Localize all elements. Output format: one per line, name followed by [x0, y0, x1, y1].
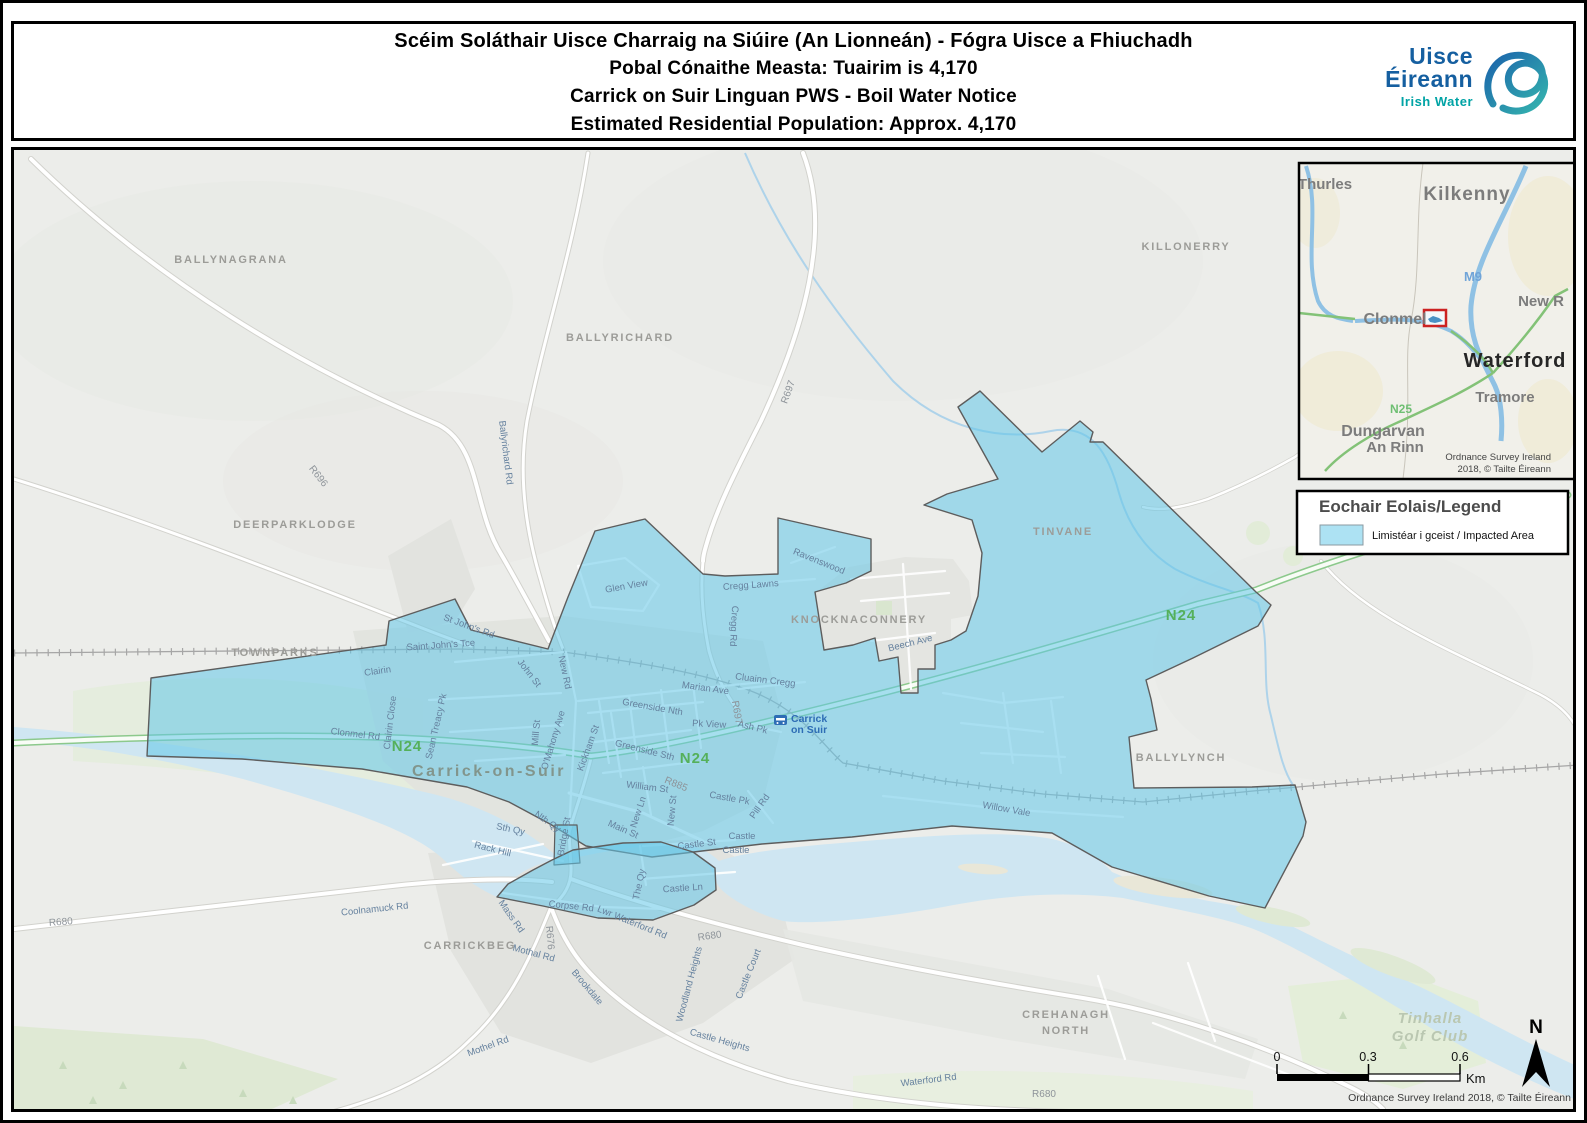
road-label-r680-mid: R680 — [697, 929, 723, 943]
beech-ave-estate — [815, 557, 973, 693]
irish-water-swirl-icon — [1484, 51, 1549, 115]
map-frame: BALLYNAGRANA BALLYRICHARD KILLONERRY DEE… — [11, 147, 1576, 1112]
north-arrow: N — [1522, 1017, 1550, 1087]
street-label-cregg-rd: Cregg Rd — [727, 606, 740, 647]
legend-box: Eochair Eolais/Legend Limistéar i gceist… — [1295, 489, 1570, 556]
inset-roads — [1299, 287, 1569, 472]
townland-label-carrickbeg: CARRICKBEG — [424, 940, 517, 952]
impacted-area-polygon-carrickbeg — [496, 841, 717, 921]
townland-label-deerparklodge: DEERPARKLODGE — [233, 519, 356, 531]
scale-tick-06: 0.6 — [1451, 1050, 1468, 1064]
inset-label-new-ross: New R — [1518, 293, 1564, 310]
townland-label-killonerry: KILLONERRY — [1141, 241, 1230, 253]
road-label-n24-west: N24 — [392, 738, 423, 755]
street-label-castle-b: Castle — [723, 845, 750, 856]
station-label-line1: Carrick — [791, 713, 827, 725]
station-label-line2: on Suir — [791, 724, 827, 736]
road-label-r676: R676 — [543, 925, 556, 950]
inset-border — [1297, 161, 1573, 481]
title-line-irish-2: Pobal Cónaithe Measta: Tuairim is 4,170 — [609, 58, 978, 79]
inset-copyright-line2: 2018, © Tailte Éireann — [1458, 464, 1551, 475]
street-label-mill-st: Mill St — [530, 719, 543, 746]
street-label-william-st: William St — [626, 779, 670, 795]
inset-label-m9: M9 — [1464, 269, 1482, 284]
town-label-carrick-on-suir: Carrick-on-Suir — [412, 763, 566, 780]
street-label-saint-johns-tce: Saint John's Tce — [406, 638, 475, 654]
impacted-area — [146, 390, 1307, 921]
title-line-english-1: Carrick on Suir Linguan PWS - Boil Water… — [570, 86, 1017, 107]
legend-title: Eochair Eolais/Legend — [1319, 497, 1501, 516]
townland-label-crehanagh-1: CREHANAGH — [1022, 1009, 1110, 1021]
legend-item-impacted-area: Limistéar i gceist / Impacted Area — [1372, 530, 1535, 542]
street-label-new-st: New St — [666, 795, 680, 827]
road-label-r697-town: R697 — [729, 700, 744, 726]
logo-wordmark: Uisce Éireann Irish Water — [1385, 42, 1473, 109]
header-box: Scéim Soláthair Uisce Charraig na Siúire… — [11, 21, 1576, 141]
title-line-english-2: Estimated Residential Population: Approx… — [570, 114, 1017, 135]
map-canvas: BALLYNAGRANA BALLYRICHARD KILLONERRY DEE… — [14, 150, 1573, 1109]
inset-label-tramore: Tramore — [1475, 389, 1534, 406]
inset-label-thurles: Thurles — [1298, 176, 1352, 193]
road-label-r680-west: R680 — [49, 916, 74, 929]
scale-bar: 0 0.3 0.6 Km — [1274, 1050, 1486, 1086]
inset-label-waterford: Waterford — [1464, 350, 1567, 372]
train-station-marker: Carrick on Suir — [774, 713, 827, 736]
legend-swatch-impacted-area — [1319, 524, 1364, 546]
townland-label-townparks: TOWNPARKS — [231, 647, 318, 659]
inset-label-an-rinn: An Rinn — [1366, 439, 1424, 456]
logo-name-line1: Uisce — [1409, 42, 1473, 69]
logo-name-line2: Éireann — [1385, 65, 1473, 92]
inset-label-kilkenny: Kilkenny — [1423, 184, 1510, 205]
townland-label-tinvane: TINVANE — [1033, 526, 1093, 538]
inset-locator-map: Thurles Kilkenny M9 Clonmel New R Waterf… — [1297, 161, 1573, 481]
scale-tick-0: 0 — [1274, 1050, 1281, 1064]
inset-label-dungarvan: Dungarvan — [1341, 423, 1425, 440]
road-number-labels: R696 R697 R697 R885 R676 R680 R680 R680 … — [49, 379, 1197, 1100]
golf-club-label-line1: Tinhalla — [1398, 1010, 1462, 1027]
townland-label-ballylynch: BALLYLYNCH — [1136, 752, 1227, 764]
map-title-block: Scéim Soláthair Uisce Charraig na Siúire… — [14, 27, 1573, 139]
north-arrow-icon — [1522, 1039, 1550, 1087]
street-label-corpse-rd: Corpse Rd — [548, 899, 594, 915]
uisce-eireann-logo: Uisce Éireann Irish Water — [1385, 34, 1557, 118]
street-label-pk-view: Pk View — [692, 718, 727, 731]
title-line-irish-1: Scéim Soláthair Uisce Charraig na Siúire… — [394, 30, 1193, 52]
scale-unit: Km — [1466, 1071, 1486, 1086]
townland-label-ballynagrana: BALLYNAGRANA — [174, 254, 287, 266]
road-label-n24-center: N24 — [680, 750, 711, 767]
street-label-castle-ln: Castle Ln — [662, 882, 703, 896]
inset-label-n25: N25 — [1390, 402, 1412, 416]
road-label-r680-south: R680 — [1032, 1089, 1056, 1100]
golf-club-label-line2: Golf Club — [1392, 1028, 1469, 1045]
logo-tagline: Irish Water — [1400, 93, 1473, 109]
inset-copyright-line1: Ordnance Survey Ireland — [1445, 452, 1551, 463]
street-label-cregg-lawns: Cregg Lawns — [723, 578, 780, 593]
impacted-area-polygon-main — [146, 390, 1307, 909]
street-label-castle-st: Castle St — [677, 837, 717, 853]
road-label-n24-east: N24 — [1166, 607, 1197, 624]
inset-label-clonmel: Clonmel — [1363, 311, 1426, 328]
townland-label-knocknaconnery: KNOCKNACONNERY — [791, 614, 927, 626]
townland-label-crehanagh-2: NORTH — [1042, 1025, 1090, 1037]
map-copyright: Ordnance Survey Ireland 2018, © Tailte É… — [1348, 1091, 1571, 1104]
north-label: N — [1529, 1017, 1543, 1038]
street-label-clairin: Clairin — [364, 664, 392, 679]
townland-label-ballyrichard: BALLYRICHARD — [566, 332, 674, 344]
townland-labels: BALLYNAGRANA BALLYRICHARD KILLONERRY DEE… — [174, 241, 1230, 1037]
scale-tick-03: 0.3 — [1359, 1050, 1376, 1064]
street-label-castle-a: Castle — [729, 831, 756, 842]
